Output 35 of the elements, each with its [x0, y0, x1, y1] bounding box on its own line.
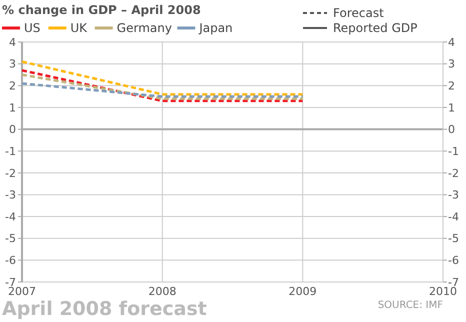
x-tick-label: 2009 — [288, 285, 317, 298]
y2-tick-label: 4 — [448, 36, 455, 49]
y-tick-label: -6 — [5, 254, 16, 268]
legend-label: Japan — [198, 21, 233, 35]
text: April 2008 forecast — [2, 298, 207, 320]
source-note: SOURCE: IMF — [378, 300, 444, 311]
y-tick-label: 0 — [9, 123, 16, 136]
y2-tick-label: 0 — [448, 123, 455, 136]
y2-tick-label: -5 — [448, 232, 459, 246]
y2-tick-label: -6 — [448, 254, 459, 268]
chart-title: % change in GDP – April 2008 — [2, 3, 201, 17]
y-tick-label: 4 — [9, 36, 16, 49]
y-tick-label: -2 — [5, 166, 16, 180]
x-tick-label: 2007 — [8, 285, 36, 298]
y2-tick-label: 3 — [448, 58, 455, 71]
x-tick-label: 2010 — [429, 285, 457, 298]
y-tick-label: 1 — [9, 101, 16, 114]
y2-tick-label: 1 — [448, 101, 455, 114]
y2-tick-label: -2 — [448, 166, 459, 180]
legend-label: US — [24, 21, 40, 35]
legend-label: UK — [70, 21, 88, 35]
y2-tick-label: -1 — [448, 144, 459, 158]
y-tick-label: 3 — [9, 58, 16, 71]
text: Reported GDP — [333, 21, 418, 35]
y-tick-label: 2 — [9, 79, 16, 92]
y2-tick-label: 2 — [448, 79, 455, 92]
legend-label: Germany — [116, 21, 172, 35]
text: Forecast — [333, 6, 384, 20]
y-tick-label: -1 — [5, 144, 16, 158]
y-tick-label: -5 — [5, 232, 16, 246]
y-tick-label: -4 — [5, 210, 16, 224]
y-tick-label: -3 — [5, 188, 16, 202]
y2-tick-label: -4 — [448, 210, 459, 224]
y2-tick-label: -3 — [448, 188, 459, 202]
x-tick-label: 2008 — [148, 285, 176, 298]
